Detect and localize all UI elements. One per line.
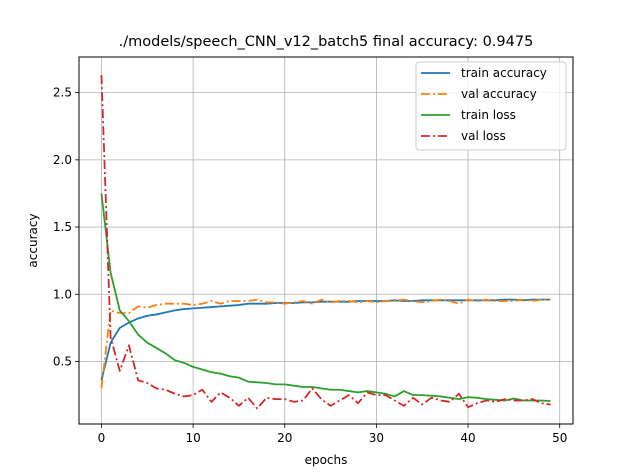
- x-tick-label: 30: [369, 431, 384, 445]
- y-tick-label: 2.5: [53, 86, 72, 100]
- ticks: 0 10 20 30 40 50 0.5 1.0 1.5 2.0 2.5: [53, 86, 567, 445]
- series-line-train-accuracy: [100, 298, 551, 381]
- legend-label-train-loss: train loss: [461, 108, 516, 122]
- y-tick-label: 1.0: [53, 287, 72, 301]
- y-tick-label: 1.5: [53, 220, 72, 234]
- legend-box: [415, 61, 567, 151]
- legend-label-val-accuracy: val accuracy: [461, 87, 537, 101]
- series-group: [100, 75, 551, 410]
- x-tick-label: 10: [185, 431, 200, 445]
- x-tick-label: 0: [98, 431, 106, 445]
- plot-frame: [78, 56, 574, 425]
- x-axis-label: epochs: [305, 453, 348, 467]
- legend-label-val-loss: val loss: [461, 129, 506, 143]
- y-tick-label: 0.5: [53, 354, 72, 368]
- x-tick-label: 50: [552, 431, 567, 445]
- x-tick-label: 20: [277, 431, 292, 445]
- legend-label-train-accuracy: train accuracy: [461, 66, 547, 80]
- x-tick-label: 40: [460, 431, 475, 445]
- y-tick-label: 2.0: [53, 153, 72, 167]
- legend: train accuracy val accuracy train loss val …: [415, 61, 567, 151]
- y-axis-label: accuracy: [26, 213, 40, 267]
- series-line-train-loss: [100, 193, 551, 403]
- chart-title: ./models/speech_CNN_v12_batch5 final acc…: [119, 34, 534, 50]
